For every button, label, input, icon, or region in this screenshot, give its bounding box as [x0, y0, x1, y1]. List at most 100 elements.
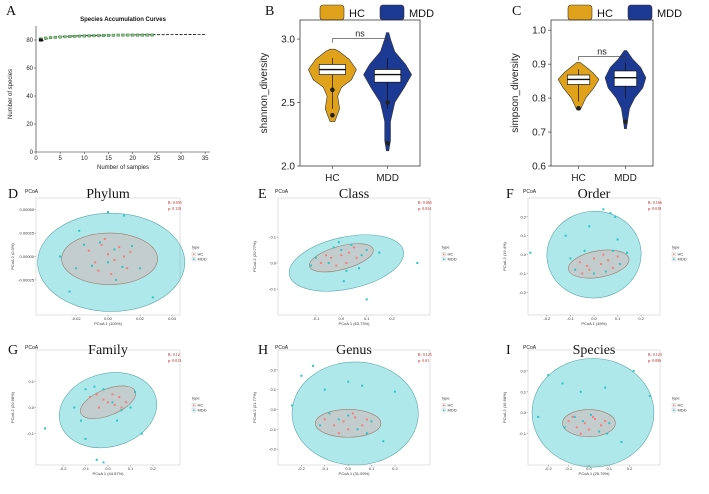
x-axis-label: PCoA 1 (31.09%): [339, 471, 371, 476]
legend-title: type: [192, 396, 200, 401]
chart-title: Species Accumulation Curves: [80, 17, 166, 23]
mdd-point: [365, 249, 368, 251]
panel-letter: D: [8, 187, 18, 202]
panel-title: Genus: [336, 343, 372, 358]
x-tick-label: 0.1: [364, 316, 370, 321]
panel-letter: I: [506, 343, 511, 358]
hc-point: [335, 264, 338, 267]
stat-r: R: 0.125: [418, 352, 432, 357]
y-axis-label: simpson_diversity: [510, 53, 521, 132]
hc-point: [97, 269, 100, 272]
hc-point: [361, 424, 364, 427]
plot-frame: [299, 19, 421, 167]
hc-point: [571, 415, 574, 418]
hc-point: [95, 393, 98, 396]
y-axis-label: PCoA 2 (20.98%): [10, 391, 15, 423]
panel-title: Family: [88, 343, 128, 358]
legend-swatch: [193, 253, 195, 256]
y-tick-label: -0.1: [519, 431, 527, 436]
corner-label: PCoA: [25, 345, 39, 351]
x-tick-label: -0.2: [298, 466, 306, 471]
hc-point: [604, 420, 607, 423]
y-axis-label: shannon_diversity: [259, 53, 270, 134]
mdd-point: [120, 409, 123, 412]
mdd-point: [563, 426, 566, 429]
x-tick-label: 35: [202, 156, 209, 162]
mdd-point: [73, 406, 76, 409]
mdd-point: [315, 256, 317, 259]
stat-r: R: 0.166: [648, 200, 662, 205]
mdd-point: [323, 388, 326, 391]
stat-p: p: 0.018: [648, 206, 661, 211]
hc-point: [587, 428, 590, 431]
hc-point: [602, 253, 605, 256]
y-tick-label: -0.1: [519, 271, 527, 276]
confidence-ellipse-hc: [309, 243, 374, 273]
panel-c: C HC MDD 0.6 0.7 0.8 0.9 1.0 simpson_diversity HC…: [510, 4, 682, 184]
hc-point: [616, 255, 619, 258]
legend-title: type: [442, 396, 450, 401]
mdd-point: [602, 208, 605, 211]
legend-swatch: [673, 404, 675, 407]
y-tick-label: 0.8: [532, 94, 546, 105]
hc-point: [111, 393, 114, 396]
hc-point: [323, 418, 326, 421]
outlier-point: [385, 100, 390, 105]
mdd-point: [102, 461, 105, 464]
mdd-point: [579, 390, 582, 393]
y-tick-label: 0.1: [520, 389, 526, 394]
mdd-point: [598, 430, 601, 433]
mdd-point: [107, 211, 109, 214]
y-tick-label: 0.0: [270, 407, 276, 412]
mdd-point: [140, 432, 143, 435]
accumulation-box: [150, 33, 154, 37]
hc-point: [581, 272, 584, 275]
x-tick-label: -0.2: [60, 466, 68, 471]
y-tick-label: 0.00050: [20, 207, 35, 212]
x-tick-label: 0.1: [615, 316, 621, 321]
hc-point: [579, 432, 582, 435]
plot-frame: [277, 349, 431, 466]
panel-title: Species: [573, 343, 616, 358]
legend-swatch: [193, 258, 195, 261]
hc-point: [113, 403, 116, 406]
panel-letter: A: [6, 4, 17, 19]
plot-frame: [550, 19, 654, 167]
accumulation-box: [135, 33, 140, 37]
hc-point: [123, 255, 125, 258]
outlier-point: [623, 119, 628, 125]
x-tick-label: 0.1: [606, 466, 612, 471]
accumulation-box: [68, 35, 72, 38]
mdd-point: [68, 290, 71, 293]
hc-point: [340, 254, 343, 257]
hc-point: [354, 416, 357, 419]
mdd-point: [111, 401, 114, 404]
x-tick-label: 25: [153, 156, 160, 162]
corner-label: PCoA: [523, 189, 537, 195]
y-tick-label: -0.1: [269, 287, 277, 292]
x-axis-label: PCoA 1 (25.79%): [579, 471, 611, 476]
mdd-point: [327, 262, 330, 264]
hc-point: [89, 396, 91, 399]
legend: HC MDD: [567, 4, 682, 21]
legend-label: MDD: [409, 8, 434, 20]
mdd-point: [609, 212, 612, 215]
x-tick-label: -0.1: [313, 316, 321, 321]
outlier-point: [330, 112, 335, 118]
legend-swatch: [443, 258, 445, 261]
x-tick-label: 20: [129, 156, 136, 162]
mdd-point: [121, 266, 124, 269]
accumulation-box: [126, 33, 130, 37]
accumulation-box: [145, 33, 149, 37]
panel-b: B HC MDD 2.0 2.5 3.0 shannon_diversity HC MDD ns: [259, 4, 434, 184]
legend-label: MDD: [448, 257, 457, 262]
x-tick-label: 0: [34, 156, 38, 162]
mdd-point: [347, 380, 350, 383]
panel-h: H PCoA Genus -0.2 -0.1 0.0 0.1 0.2 0.2 0.1 0.0 -0.1…: [252, 343, 457, 476]
legend-swatch: [443, 404, 445, 407]
legend-swatch: [627, 4, 653, 21]
panel-letter: E: [258, 187, 267, 202]
accumulation-box: [111, 33, 115, 37]
hc-point: [98, 406, 100, 409]
x-axis-label: PCoA 1 (100%): [94, 321, 122, 326]
